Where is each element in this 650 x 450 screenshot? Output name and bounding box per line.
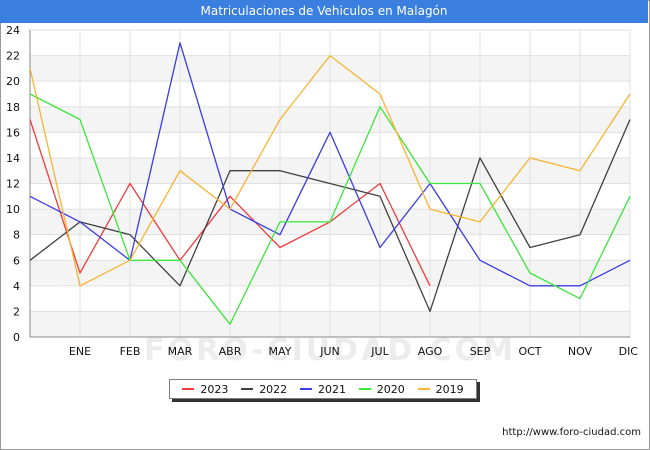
series-lines <box>29 42 631 325</box>
x-tick-label: JUN <box>319 345 340 358</box>
y-tick-label: 14 <box>6 152 20 165</box>
y-tick-label: 10 <box>6 203 20 216</box>
x-tick-label: NOV <box>568 345 593 358</box>
series-line-2019 <box>29 54 631 287</box>
y-tick-label: 0 <box>13 331 20 344</box>
y-tick-label: 2 <box>13 305 20 318</box>
legend-item-2020: 2020 <box>358 382 405 396</box>
x-tick-label: MAY <box>269 345 292 358</box>
legend-label: 2023 <box>200 382 229 396</box>
legend-item-2022: 2022 <box>241 383 287 396</box>
y-tick-label: 20 <box>6 75 20 88</box>
x-tick-label: JUL <box>370 345 389 358</box>
legend-swatch <box>299 388 312 390</box>
x-axis-ticks: ENE FEB MAR ABR MAY JUN JUL AGO SEP OCT NOV DIC <box>69 345 638 358</box>
legend-item-2021: 2021 <box>299 382 346 396</box>
legend-swatch <box>417 388 430 390</box>
watermark: FORO-CIUDAD.COM <box>144 333 516 368</box>
legend: 2023 2022 2021 2020 2019 <box>169 379 477 399</box>
x-tick-label: OCT <box>518 345 541 358</box>
y-tick-label: 18 <box>6 101 20 114</box>
x-tick-label: ENE <box>69 345 91 358</box>
y-tick-label: 6 <box>13 254 20 267</box>
series-line-2023 <box>29 119 431 287</box>
x-tick-label: SEP <box>470 345 491 358</box>
series-line-2022 <box>29 119 631 313</box>
source-text: http://www.foro-ciudad.com <box>502 427 641 438</box>
legend-label: 2019 <box>435 382 464 396</box>
x-tick-label: AGO <box>418 345 443 358</box>
y-tick-label: 16 <box>6 126 20 139</box>
legend-label: 2022 <box>259 382 288 396</box>
legend-label: 2020 <box>376 382 405 396</box>
legend-item-2023: 2023 <box>182 383 228 396</box>
x-tick-label: FEB <box>120 345 141 358</box>
chart-title: Matriculaciones de Vehiculos en Malagón <box>0 0 648 23</box>
y-tick-label: 4 <box>13 280 20 293</box>
legend-swatch <box>358 388 371 390</box>
x-tick-label: DIC <box>619 345 639 358</box>
legend-swatch <box>241 388 254 390</box>
y-tick-label: 22 <box>6 50 20 63</box>
legend-item-2019: 2019 <box>417 382 464 396</box>
y-tick-label: 24 <box>6 24 20 37</box>
y-tick-label: 12 <box>6 178 20 191</box>
x-tick-label: MAR <box>168 345 193 358</box>
legend-label: 2021 <box>317 382 346 396</box>
y-tick-label: 8 <box>13 229 20 242</box>
legend-swatch <box>182 388 195 390</box>
x-tick-label: ABR <box>219 345 242 358</box>
